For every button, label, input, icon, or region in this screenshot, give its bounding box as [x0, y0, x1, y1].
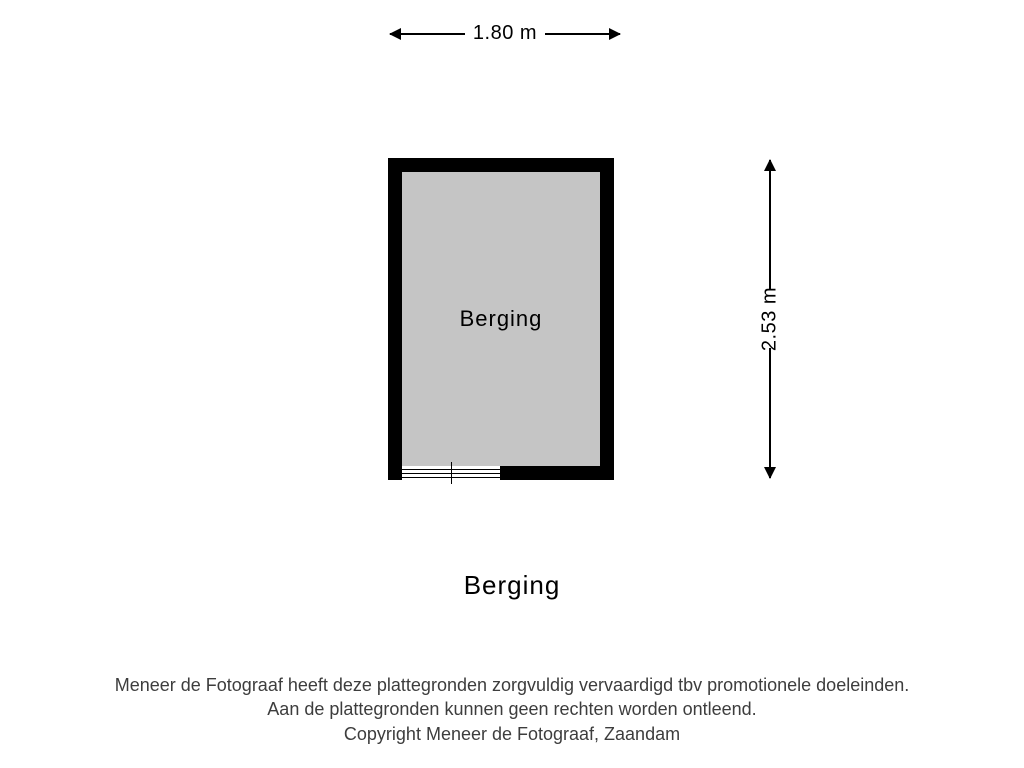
- arrow-right-icon: [545, 33, 620, 35]
- room-interior: Berging: [402, 172, 600, 466]
- dimension-width-label: 1.80 m: [473, 22, 537, 45]
- door-icon: [402, 466, 500, 480]
- arrow-down-icon: [764, 467, 776, 479]
- arrow-left-icon: [390, 33, 465, 35]
- disclaimer-line: Copyright Meneer de Fotograaf, Zaandam: [0, 722, 1024, 746]
- floorplan-title: Berging: [0, 570, 1024, 601]
- disclaimer-line: Aan de plattegronden kunnen geen rechten…: [0, 697, 1024, 721]
- room-wall: Berging: [388, 158, 614, 480]
- room-label: Berging: [460, 306, 543, 332]
- dimension-line: [769, 160, 771, 290]
- disclaimer: Meneer de Fotograaf heeft deze plattegro…: [0, 673, 1024, 746]
- dimension-height-label: 2.53 m: [759, 287, 782, 351]
- floorplan-canvas: 1.80 m 2.53 m Berging Berging Meneer de …: [0, 0, 1024, 768]
- dimension-line: [769, 348, 771, 478]
- dimension-width: 1.80 m: [390, 22, 620, 45]
- dimension-height: 2.53 m: [740, 160, 800, 478]
- disclaimer-line: Meneer de Fotograaf heeft deze plattegro…: [0, 673, 1024, 697]
